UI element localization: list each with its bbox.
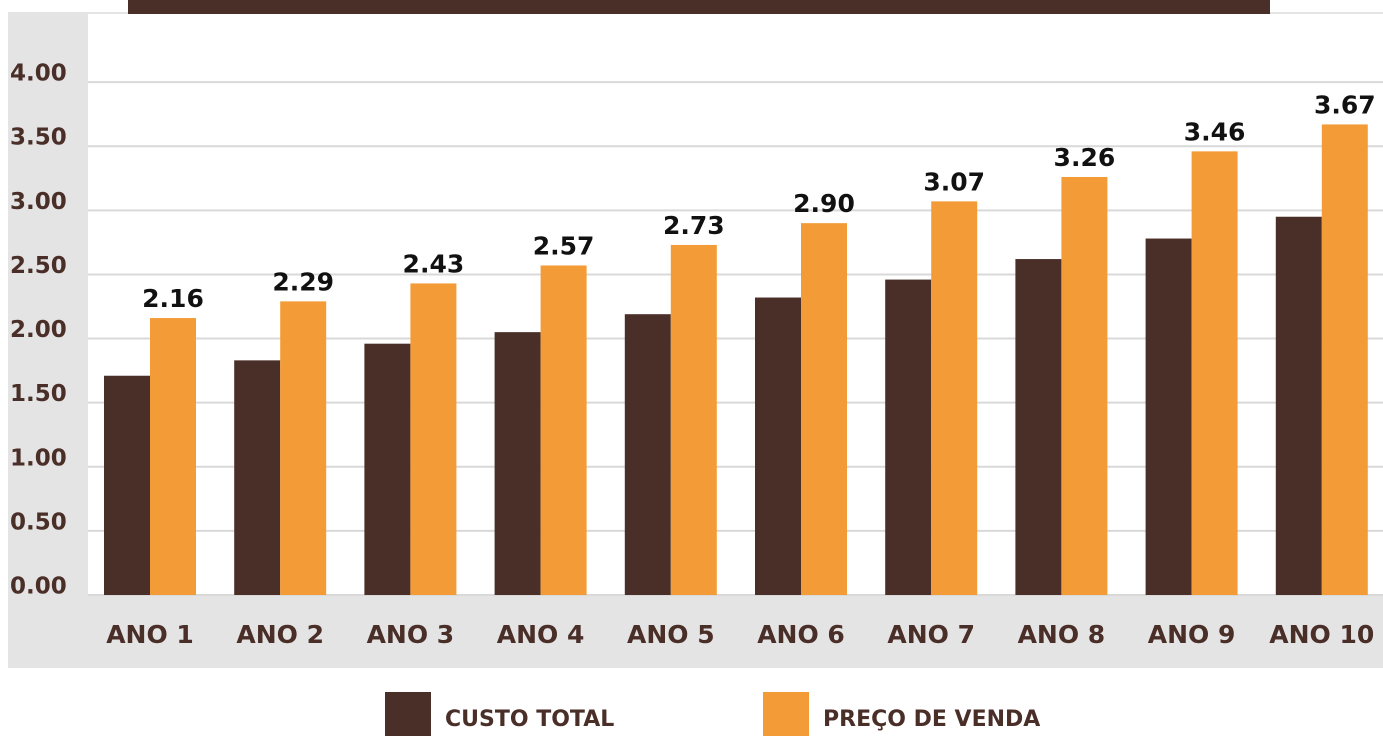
value-label: 3.26	[1054, 143, 1116, 172]
value-label: 2.57	[533, 231, 595, 260]
bar	[1061, 176, 1108, 596]
legend-swatch	[763, 692, 809, 736]
bar	[104, 375, 150, 595]
x-tick-label: ANO 9	[1148, 620, 1236, 649]
bar	[1015, 259, 1062, 595]
x-tick-label: ANO 5	[627, 620, 715, 649]
value-label: 2.73	[663, 211, 725, 240]
y-tick-label: 1.00	[10, 445, 67, 471]
y-tick-label: 0.00	[10, 574, 67, 600]
y-tick-label: 4.00	[10, 61, 67, 87]
bar	[885, 279, 932, 595]
bar	[755, 297, 801, 595]
x-tick-label: ANO 1	[106, 620, 194, 649]
x-tick-label: ANO 3	[367, 620, 455, 649]
title-bar	[128, 0, 1270, 14]
value-label: 3.67	[1314, 90, 1376, 119]
y-tick-label: 2.50	[10, 253, 67, 279]
y-tick-label: 1.50	[10, 381, 67, 407]
bar	[624, 314, 671, 595]
bar	[1191, 151, 1238, 595]
bar	[1275, 216, 1322, 595]
value-label: 2.43	[403, 249, 465, 278]
bar	[280, 301, 327, 595]
bar	[150, 318, 196, 595]
y-tick-label: 3.50	[10, 125, 67, 151]
y-tick-label: 0.50	[10, 509, 67, 535]
bar	[670, 244, 717, 595]
x-tick-label: ANO 2	[236, 620, 324, 649]
value-label: 2.29	[272, 267, 334, 296]
x-tick-label: ANO 4	[497, 620, 585, 649]
legend-label: CUSTO TOTAL	[445, 707, 614, 732]
x-tick-label: ANO 7	[887, 620, 975, 649]
x-tick-label: ANO 6	[757, 620, 845, 649]
bar	[1145, 238, 1192, 595]
x-tick-label: ANO 8	[1018, 620, 1106, 649]
value-label: 2.90	[793, 189, 855, 218]
legend-label: PREÇO DE VENDA	[823, 707, 1040, 732]
bar	[801, 223, 847, 595]
bar	[494, 332, 541, 595]
y-tick-label: 3.00	[10, 189, 67, 215]
bar	[931, 201, 978, 595]
value-label: 2.16	[142, 284, 204, 313]
x-tick-label: ANO 10	[1269, 620, 1374, 649]
bar	[540, 265, 587, 595]
value-label: 3.07	[923, 167, 985, 196]
value-label: 3.46	[1184, 117, 1246, 146]
bar	[410, 283, 457, 595]
bar	[1321, 124, 1368, 596]
bar	[234, 360, 281, 595]
y-tick-label: 2.00	[10, 317, 67, 343]
legend-swatch	[385, 692, 431, 736]
bar	[364, 343, 411, 595]
